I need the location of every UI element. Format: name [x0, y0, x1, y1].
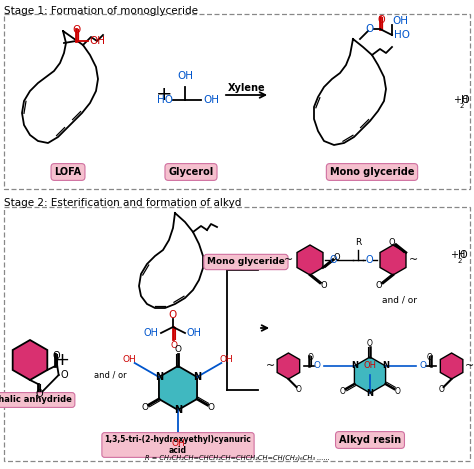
Text: OH: OH	[123, 356, 137, 364]
Text: O: O	[462, 95, 470, 105]
Text: O: O	[53, 351, 60, 361]
Text: Alkyd resin: Alkyd resin	[339, 435, 401, 445]
Text: O: O	[35, 389, 43, 399]
Text: O: O	[295, 385, 301, 393]
Text: O: O	[377, 15, 385, 25]
Text: Mono glyceride: Mono glyceride	[207, 257, 285, 266]
Text: O: O	[339, 386, 345, 395]
Text: O: O	[395, 386, 401, 395]
Text: N: N	[382, 362, 389, 371]
Text: R = CH₃CH₂CH=CHCH₂CH=CHCH₂CH=CH(CH₂)₆CH₃ ......: R = CH₃CH₂CH=CHCH₂CH=CHCH₂CH=CH(CH₂)₆CH₃…	[145, 455, 329, 461]
Text: N: N	[155, 372, 163, 382]
Text: OH: OH	[144, 328, 159, 338]
Text: N: N	[174, 405, 182, 415]
Text: ~: ~	[284, 255, 293, 265]
Text: O: O	[376, 280, 383, 289]
Text: O: O	[208, 402, 214, 411]
Text: N: N	[193, 372, 201, 382]
Text: O: O	[460, 250, 468, 260]
Text: O: O	[329, 255, 337, 265]
Text: R: R	[355, 238, 361, 247]
Polygon shape	[297, 245, 323, 275]
Text: +H: +H	[450, 250, 465, 260]
Text: O: O	[313, 362, 320, 371]
Text: HO: HO	[394, 30, 410, 40]
Text: N: N	[366, 388, 374, 398]
Text: O: O	[61, 370, 68, 380]
Text: OH: OH	[89, 36, 105, 46]
Polygon shape	[13, 340, 47, 380]
Text: O: O	[389, 238, 395, 247]
Text: and / or: and / or	[94, 371, 126, 379]
Text: OH: OH	[203, 95, 219, 105]
Text: O: O	[366, 24, 374, 34]
Text: N: N	[351, 362, 358, 371]
Text: O: O	[438, 385, 445, 393]
Text: Pthalic anhydride: Pthalic anhydride	[0, 395, 72, 404]
Text: O: O	[169, 310, 177, 320]
Text: Stage 1: Formation of monoglyceride: Stage 1: Formation of monoglyceride	[4, 6, 198, 16]
Text: +H: +H	[453, 95, 468, 105]
Text: and / or: and / or	[383, 295, 418, 304]
Text: O: O	[321, 280, 328, 289]
Text: O: O	[367, 339, 373, 348]
Text: O: O	[365, 255, 373, 265]
Text: O: O	[73, 25, 81, 35]
Text: O: O	[334, 253, 340, 262]
Text: ~: ~	[266, 361, 275, 371]
Text: O: O	[427, 353, 433, 362]
Text: Glycerol: Glycerol	[168, 167, 214, 177]
Text: Xylene: Xylene	[228, 83, 266, 93]
Text: O: O	[174, 346, 182, 355]
Text: OH: OH	[171, 439, 185, 448]
Text: ~: ~	[465, 361, 474, 371]
Text: OH: OH	[364, 361, 376, 370]
Text: Stage 2: Esterification and formation of alkyd: Stage 2: Esterification and formation of…	[4, 198, 241, 208]
Polygon shape	[380, 245, 406, 275]
Text: 1,3,5-tri-(2-hydroxyethyl)cyanuric
acid: 1,3,5-tri-(2-hydroxyethyl)cyanuric acid	[105, 435, 251, 455]
Text: O: O	[171, 341, 177, 350]
Text: +: +	[55, 351, 70, 369]
Polygon shape	[440, 353, 463, 379]
Bar	[4, 207, 470, 461]
Text: 2: 2	[460, 103, 465, 109]
Text: O: O	[419, 362, 427, 371]
Text: ~: ~	[410, 255, 419, 265]
Polygon shape	[277, 353, 300, 379]
Bar	[4, 14, 470, 189]
Text: OH: OH	[177, 71, 193, 81]
Text: OH: OH	[187, 328, 202, 338]
Text: OH: OH	[392, 16, 408, 26]
Text: LOFA: LOFA	[55, 167, 82, 177]
Text: HO: HO	[157, 95, 173, 105]
Text: 2: 2	[458, 258, 462, 264]
Polygon shape	[355, 357, 385, 393]
Text: OH: OH	[219, 356, 233, 364]
Text: O: O	[142, 402, 148, 411]
Polygon shape	[159, 366, 197, 410]
Text: O: O	[308, 353, 313, 362]
Text: +: +	[156, 85, 172, 105]
Text: Mono glyceride: Mono glyceride	[330, 167, 414, 177]
